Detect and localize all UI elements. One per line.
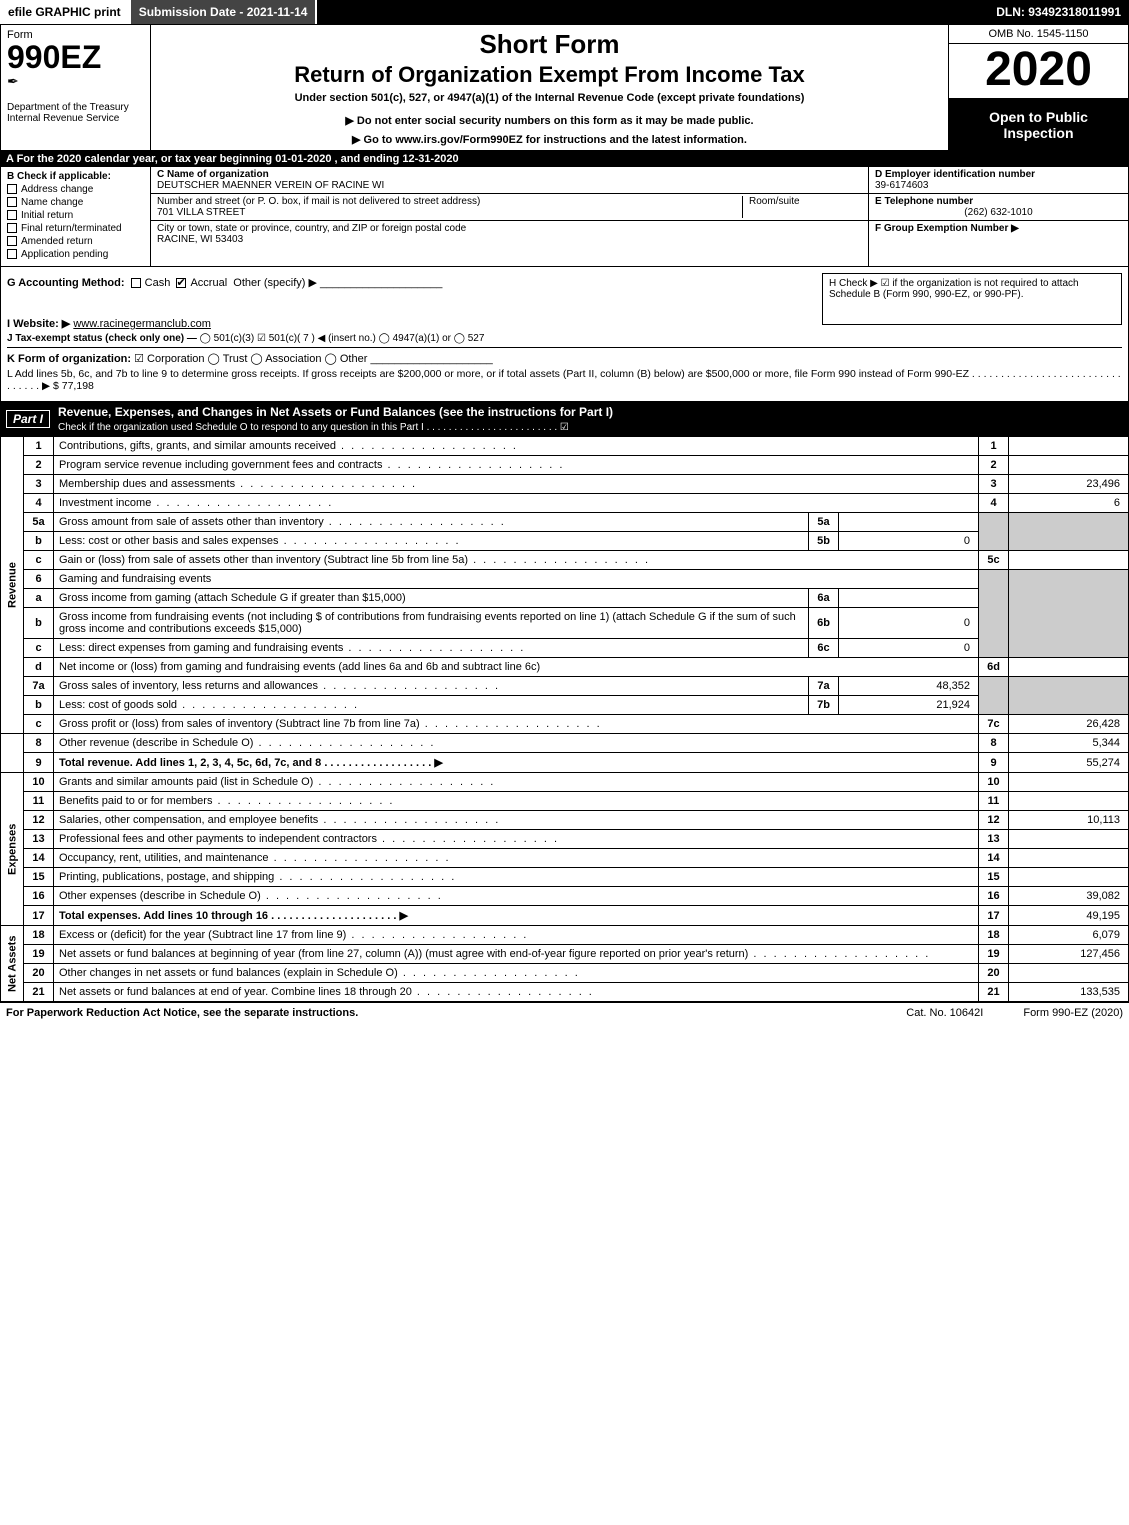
chk-amended-return[interactable]: Amended return [7, 236, 144, 247]
expenses-side-label: Expenses [1, 773, 24, 926]
amt-line-12: 10,113 [1009, 811, 1129, 830]
city-label: City or town, state or province, country… [157, 223, 466, 234]
amt-line-18: 6,079 [1009, 926, 1129, 945]
section-g-l: H Check ▶ ☑ if the organization is not r… [0, 267, 1129, 402]
street-value: 701 VILLA STREET [157, 207, 742, 218]
revenue-side-label: Revenue [1, 437, 24, 734]
city-value: RACINE, WI 53403 [157, 234, 466, 245]
chk-final-return[interactable]: Final return/terminated [7, 223, 144, 234]
info-grid: B Check if applicable: Address change Na… [0, 167, 1129, 267]
street-label: Number and street (or P. O. box, if mail… [157, 196, 742, 207]
top-bar: efile GRAPHIC print Submission Date - 20… [0, 0, 1129, 24]
form-number: 990EZ [7, 41, 144, 73]
chk-name-change[interactable]: Name change [7, 197, 144, 208]
amt-line-9: 55,274 [1009, 753, 1129, 773]
net-assets-side-label: Net Assets [1, 926, 24, 1002]
box-def: D Employer identification number 39-6174… [868, 167, 1128, 266]
amt-line-4: 6 [1009, 494, 1129, 513]
dept-treasury: Department of the Treasury [7, 102, 144, 113]
phone-label: E Telephone number [875, 196, 1122, 207]
part-i-table: Revenue 1 Contributions, gifts, grants, … [0, 436, 1129, 1002]
header-mid: Short Form Return of Organization Exempt… [151, 25, 948, 150]
goto-link[interactable]: ▶ Go to www.irs.gov/Form990EZ for instru… [159, 133, 940, 146]
org-name-label: C Name of organization [157, 169, 384, 180]
open-to-public: Open to Public Inspection [949, 99, 1128, 150]
chk-cash[interactable] [131, 278, 141, 288]
ein-value: 39-6174603 [875, 180, 1122, 191]
return-title: Return of Organization Exempt From Incom… [159, 62, 940, 88]
footer-form-ref: Form 990-EZ (2020) [1023, 1007, 1123, 1019]
org-name-value: DEUTSCHER MAENNER VEREIN OF RACINE WI [157, 180, 384, 191]
amt-line-7a: 48,352 [839, 677, 979, 696]
chk-initial-return[interactable]: Initial return [7, 210, 144, 221]
page-footer: For Paperwork Reduction Act Notice, see … [0, 1002, 1129, 1023]
part-i-header: Part I Revenue, Expenses, and Changes in… [0, 402, 1129, 436]
irs-label: Internal Revenue Service [7, 113, 144, 124]
footer-cat-no: Cat. No. 10642I [906, 1007, 983, 1019]
header-right: OMB No. 1545-1150 2020 Open to Public In… [948, 25, 1128, 150]
part-i-tag: Part I [6, 410, 50, 428]
header-left: Form 990EZ ✒ Department of the Treasury … [1, 25, 151, 150]
room-suite-label: Room/suite [742, 196, 862, 218]
line-k: K Form of organization: ☑ Corporation ◯ … [7, 347, 1122, 365]
box-h: H Check ▶ ☑ if the organization is not r… [822, 273, 1122, 325]
amt-line-16: 39,082 [1009, 887, 1129, 906]
chk-address-change[interactable]: Address change [7, 184, 144, 195]
form-header: Form 990EZ ✒ Department of the Treasury … [0, 24, 1129, 151]
efile-print-segment[interactable]: efile GRAPHIC print [0, 0, 131, 24]
footer-left: For Paperwork Reduction Act Notice, see … [6, 1007, 358, 1019]
ssn-warning: ▶ Do not enter social security numbers o… [159, 114, 940, 127]
omb-number: OMB No. 1545-1150 [949, 25, 1128, 44]
amt-line-7c: 26,428 [1009, 715, 1129, 734]
ein-label: D Employer identification number [875, 169, 1122, 180]
line-l: L Add lines 5b, 6c, and 7b to line 9 to … [7, 368, 1122, 392]
tax-year: 2020 [949, 44, 1128, 99]
submission-date-segment: Submission Date - 2021-11-14 [131, 0, 318, 24]
tax-period-row: A For the 2020 calendar year, or tax yea… [0, 151, 1129, 167]
amt-line-21: 133,535 [1009, 983, 1129, 1002]
group-exemption-label: F Group Exemption Number ▶ [875, 223, 1122, 234]
amt-line-17: 49,195 [1009, 906, 1129, 926]
box-b: B Check if applicable: Address change Na… [1, 167, 151, 266]
box-b-title: B Check if applicable: [7, 171, 144, 182]
amt-line-7b: 21,924 [839, 696, 979, 715]
chk-accrual[interactable] [176, 278, 186, 288]
box-c: C Name of organization DEUTSCHER MAENNER… [151, 167, 868, 266]
amt-line-8: 5,344 [1009, 734, 1129, 753]
website-link[interactable]: www.racinegermanclub.com [73, 318, 211, 330]
subtitle: Under section 501(c), 527, or 4947(a)(1)… [159, 92, 940, 104]
phone-value: (262) 632-1010 [875, 207, 1122, 218]
amt-line-19: 127,456 [1009, 945, 1129, 964]
line-j: J Tax-exempt status (check only one) — ◯… [7, 333, 1122, 344]
short-form-title: Short Form [159, 29, 940, 60]
amt-line-3: 23,496 [1009, 475, 1129, 494]
dln-segment: DLN: 93492318011991 [988, 0, 1129, 24]
chk-application-pending[interactable]: Application pending [7, 249, 144, 260]
